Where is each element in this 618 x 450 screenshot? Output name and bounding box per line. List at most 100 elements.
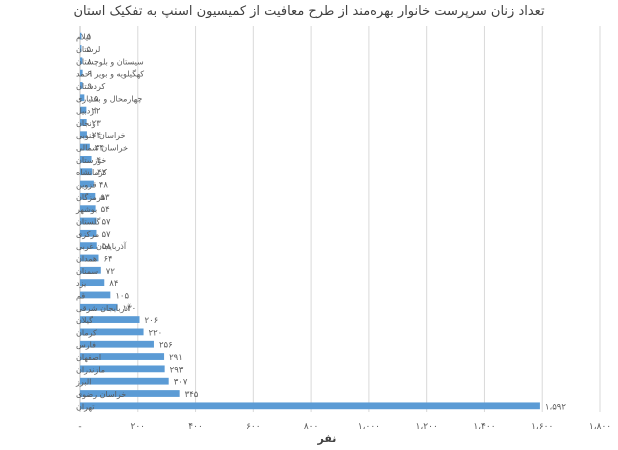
bar xyxy=(80,353,165,360)
x-tick-label: ۶۰۰ xyxy=(246,422,261,432)
value-label: ۱،۵۹۲ xyxy=(545,402,566,412)
value-labels: ۵۵۸۹۹۱۵۲۲۲۳۲۴۳۴۴۰۴۲۴۸۵۳۵۴۵۷۵۷۵۸۶۴۷۲۸۴۱۰۵… xyxy=(86,33,566,413)
category-label: هرمزگان xyxy=(76,192,105,202)
value-label: ۸ xyxy=(87,57,92,67)
category-label: سیستان و بلوچستان xyxy=(76,57,144,66)
category-label: مرکزی xyxy=(76,230,99,239)
bar xyxy=(80,328,144,336)
value-label: ۴۲ xyxy=(97,168,107,178)
value-label: ۳۴ xyxy=(95,144,104,154)
value-label: ۴۰ xyxy=(97,156,106,166)
value-label: ۵ xyxy=(86,45,91,55)
value-label: ۲۵۶ xyxy=(159,341,173,351)
category-label: همدان xyxy=(76,254,97,263)
category-label: گیلان xyxy=(76,315,93,325)
value-label: ۵۸ xyxy=(102,242,112,252)
category-label: اصفهان xyxy=(76,353,101,362)
x-tick-label: ۱،۶۰۰ xyxy=(531,422,553,432)
bar xyxy=(80,279,105,287)
value-label: ۵۷ xyxy=(101,218,111,228)
category-label: قم xyxy=(76,291,85,300)
bar xyxy=(80,402,540,410)
category-label: یزد xyxy=(76,279,86,288)
value-label: ۹ xyxy=(88,82,93,92)
bar xyxy=(80,57,83,65)
bar xyxy=(80,143,90,151)
bar xyxy=(80,32,82,40)
value-label: ۳۴۵ xyxy=(185,390,199,400)
x-axis-title: نفر xyxy=(317,432,337,445)
value-label: ۵۳ xyxy=(100,193,110,203)
category-label: فارس xyxy=(76,341,96,350)
value-label: ۶۴ xyxy=(103,254,112,264)
value-label: ۳۰۷ xyxy=(174,378,188,388)
category-label: مازندران xyxy=(76,365,105,374)
bars xyxy=(80,32,540,410)
x-tick-label: ۱،۰۰۰ xyxy=(358,422,380,432)
value-label: ۵۴ xyxy=(101,205,110,215)
category-label: ایلام xyxy=(76,33,90,42)
bar xyxy=(80,390,180,397)
bar xyxy=(80,168,93,176)
value-label: ۹ xyxy=(88,70,93,80)
value-label: ۴۸ xyxy=(99,181,109,191)
x-tick-label: ۱،۸۰۰ xyxy=(589,422,611,432)
value-label: ۲۲۰ xyxy=(149,328,163,338)
category-label: آذربایجان شرقی xyxy=(76,303,131,313)
category-label: کرمان xyxy=(76,328,97,337)
bar xyxy=(80,106,87,114)
category-label: آذربایجان غربی xyxy=(76,241,127,251)
bar xyxy=(80,192,96,200)
x-tick-label: ۲۰۰ xyxy=(131,422,146,432)
category-label: لرستان xyxy=(76,45,100,54)
bar xyxy=(80,119,87,126)
value-label: ۲۳ xyxy=(92,119,102,129)
value-label: ۱۳۰ xyxy=(123,304,137,314)
category-label: خراسان رضوی xyxy=(76,390,126,399)
category-label: چهارمحال و بختیاری xyxy=(76,94,142,103)
value-label: ۱۰۵ xyxy=(115,291,129,301)
x-tick-labels: - ۲۰۰ ۴۰۰ ۶۰۰ ۸۰۰ ۱،۰۰۰ ۱،۲۰۰ ۱،۴۰۰ ۱،۶۰۰ ۱،۸۰۰ xyxy=(78,422,611,432)
value-label: ۲۹۳ xyxy=(170,365,184,375)
bar xyxy=(80,69,83,77)
x-tick-label: ۸۰۰ xyxy=(304,422,319,432)
value-label: ۱۵ xyxy=(89,94,99,104)
x-tick-label: - xyxy=(78,422,81,432)
bar xyxy=(80,340,154,348)
bar xyxy=(80,45,82,52)
value-label: ۵ xyxy=(86,33,91,43)
category-label: قزوین xyxy=(76,181,97,190)
category-label: کرمانشاه xyxy=(76,168,107,177)
category-label: کردستان xyxy=(76,82,105,91)
bar xyxy=(80,131,87,139)
bar xyxy=(80,155,92,163)
bar xyxy=(80,94,85,102)
value-label: ۸۴ xyxy=(109,279,118,289)
x-tick-label: ۴۰۰ xyxy=(188,422,203,432)
bar xyxy=(80,316,140,323)
category-label: خراسان شمالی xyxy=(76,144,128,153)
bar xyxy=(80,229,97,237)
category-label: بوشهر xyxy=(75,205,97,214)
bar xyxy=(80,266,101,274)
category-label: گلستان xyxy=(76,217,101,227)
chart-title: تعداد زنان سرپرست خانوار بهره‌مند از طرح… xyxy=(73,4,545,19)
bar xyxy=(80,180,94,188)
value-label: ۲۲ xyxy=(91,107,101,117)
value-label: ۵۷ xyxy=(101,230,111,240)
category-labels: ایلام لرستان سیستان و بلوچستان کهگیلویه و ب… xyxy=(75,33,144,412)
bar xyxy=(80,205,96,213)
category-label: خوزستان xyxy=(76,156,106,165)
bar xyxy=(80,303,118,311)
value-label: ۲۰۶ xyxy=(145,316,159,326)
category-label: اردبیل xyxy=(76,107,96,116)
category-label: تهران xyxy=(76,402,94,411)
bar xyxy=(80,377,169,385)
x-tick-label: ۱،۲۰۰ xyxy=(416,422,438,432)
value-label: ۷۲ xyxy=(106,267,116,277)
category-label: خراسان جنوبی xyxy=(76,131,126,140)
category-label: زنجان xyxy=(76,119,96,128)
bar xyxy=(80,217,97,225)
x-tick-label: ۱،۴۰۰ xyxy=(473,422,495,432)
